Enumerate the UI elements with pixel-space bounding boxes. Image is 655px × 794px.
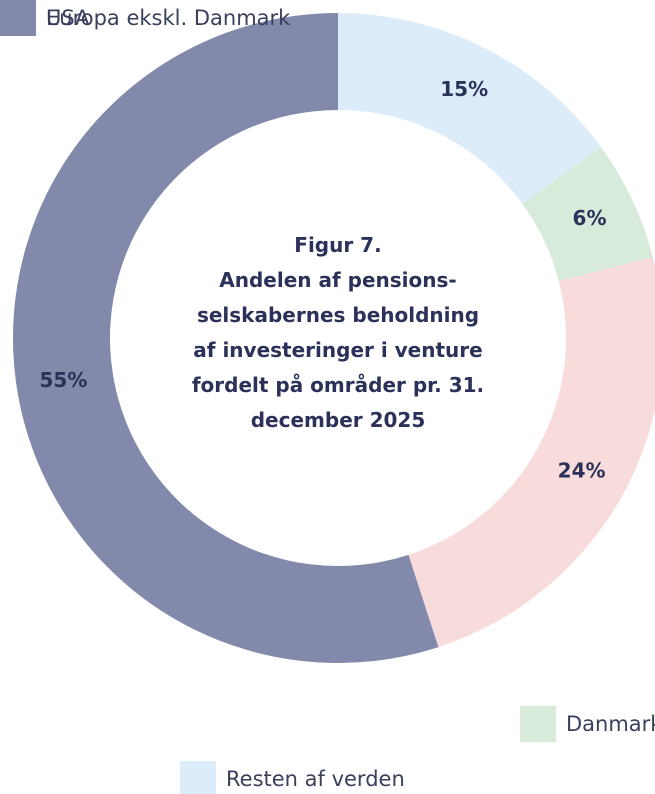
legend-swatch	[520, 706, 556, 742]
donut-segment	[522, 146, 653, 282]
data-label: 55%	[39, 368, 87, 392]
legend-item: Resten af verden	[180, 761, 405, 794]
legend-item: USA	[0, 0, 89, 36]
chart: 15% 6% 24% 55%	[13, 13, 655, 663]
data-label: 15%	[440, 77, 488, 101]
legend-label: USA	[46, 6, 90, 30]
legend-label: Danmark	[566, 712, 655, 736]
legend-swatch	[0, 0, 36, 36]
legend-item: Danmark	[520, 706, 655, 742]
data-label: 24%	[558, 458, 606, 482]
chart-title: Figur 7. Andelen af pensions- selskabern…	[191, 233, 485, 432]
donut-segment	[338, 13, 601, 204]
data-label: 6%	[573, 206, 607, 230]
legend-label: Europa ekskl. Danmark	[46, 6, 291, 30]
legend-label: Resten af verden	[226, 767, 405, 791]
legend-swatch	[180, 761, 216, 794]
donut-segment	[408, 257, 655, 648]
donut-segment	[13, 13, 439, 663]
